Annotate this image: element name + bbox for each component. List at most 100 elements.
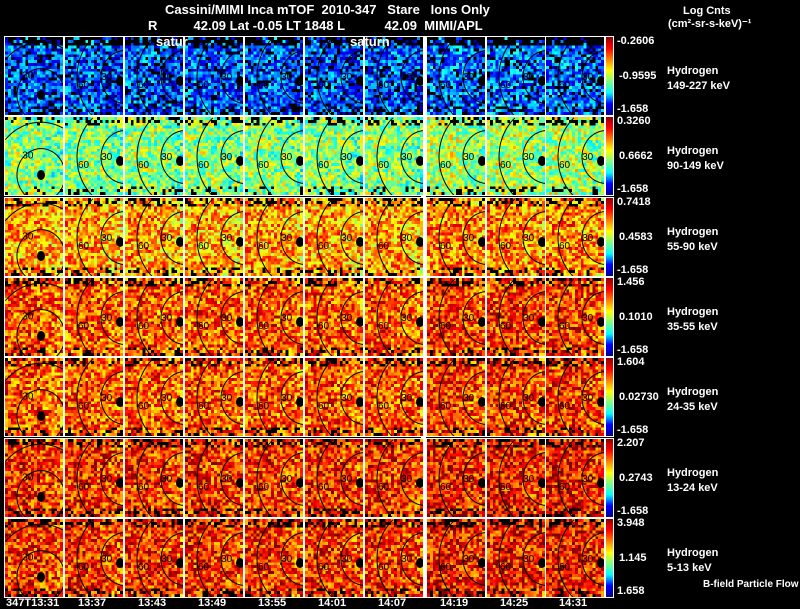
contour-line	[462, 371, 485, 426]
saturn-disk-icon	[478, 397, 485, 408]
contour-label: 30	[22, 311, 34, 322]
contour-line	[400, 371, 423, 426]
saturn-disk-icon	[538, 557, 545, 568]
contour-line	[498, 519, 516, 597]
contour-label: 60	[440, 160, 452, 171]
contour-line	[280, 371, 303, 426]
contour-line	[16, 308, 63, 356]
contour-label: 30	[101, 473, 113, 484]
image-panel: 30 60	[364, 196, 424, 277]
contour-line	[376, 278, 394, 356]
species-label: Hydrogen	[667, 65, 719, 77]
image-panel: 30	[4, 196, 64, 277]
contour-line	[196, 37, 214, 115]
contour-label: 60	[378, 321, 390, 332]
contour-line	[5, 202, 63, 221]
contour-line	[256, 519, 274, 597]
saturn-disk-icon	[37, 250, 45, 261]
image-panel: 30 60	[124, 36, 184, 116]
colorbar	[605, 196, 614, 277]
contour-label: 30	[401, 152, 413, 163]
heatmap-cells	[365, 37, 423, 115]
contour-line	[316, 438, 334, 517]
saturn-disk-icon	[597, 76, 604, 86]
saturn-disk-icon	[296, 76, 303, 86]
image-panel: 30 60	[244, 36, 304, 116]
contour-line	[76, 198, 94, 276]
saturn-disk-icon	[116, 397, 123, 408]
contour-label: 60	[440, 482, 452, 493]
contour-line	[557, 117, 575, 196]
saturn-disk-icon	[416, 557, 423, 568]
contour-line	[340, 210, 363, 265]
contour-line	[100, 130, 123, 185]
image-panel: 30 60	[364, 276, 424, 357]
saturn-disk-icon	[597, 156, 604, 167]
colorbar-cmax-label: 1.604	[617, 356, 645, 369]
contour-label: 60	[138, 160, 150, 171]
contour-line	[136, 278, 154, 356]
contour-line	[5, 523, 63, 542]
saturn-disk-icon	[236, 156, 243, 167]
image-panel: 30 60	[364, 357, 424, 438]
contour-line	[196, 117, 214, 196]
contour-label: 30	[401, 72, 413, 83]
contour-line	[340, 371, 363, 426]
image-panel: 30 60	[426, 517, 486, 598]
contour-label: 30	[101, 554, 113, 565]
image-panel: 30 60	[124, 116, 184, 197]
contour-label: 60	[258, 160, 270, 171]
contour-label: 30	[281, 473, 293, 484]
contour-label: 60	[258, 321, 270, 332]
image-panel: 30 60	[426, 36, 486, 116]
contour-line	[438, 358, 456, 437]
contour-line	[5, 41, 63, 61]
heatmap-cells	[305, 518, 363, 597]
image-panel: 30 60	[426, 276, 486, 357]
heatmap-cells	[245, 37, 303, 115]
contour-label: 30	[221, 232, 233, 243]
contour-label: 60	[258, 562, 270, 573]
heatmap-cells	[185, 518, 243, 597]
contour-label: 30	[101, 72, 113, 83]
contour-label: 60	[318, 562, 330, 573]
contour-label: 60	[258, 80, 270, 91]
saturn-disk-icon	[296, 557, 303, 568]
contour-line	[5, 443, 63, 462]
contour-line	[400, 531, 423, 586]
image-panel: 30 60	[244, 116, 304, 197]
contour-label: 30	[523, 313, 535, 324]
heatmap-cells	[305, 117, 363, 196]
saturn-disk-icon	[236, 557, 243, 568]
image-panel: 30 60	[364, 36, 424, 116]
image-panel: 30	[4, 517, 64, 598]
units-line-1: Log Cnts	[683, 5, 731, 17]
heatmap-cells	[125, 37, 183, 115]
colorbar-cmax-label: 2.207	[617, 436, 645, 449]
contour-line	[55, 104, 63, 115]
heatmap-cells	[305, 277, 363, 356]
contour-line	[100, 371, 123, 426]
heatmap-cells	[5, 518, 63, 597]
time-tick-label: 13:49	[198, 597, 227, 609]
image-panel: 30 60	[124, 517, 184, 598]
image-panel: 30 60	[486, 196, 546, 277]
saturn-disk-icon	[296, 156, 303, 167]
contour-label: 60	[500, 401, 512, 412]
heatmap-cells	[125, 438, 183, 517]
contour-line	[55, 585, 63, 597]
contour-label: 30	[221, 554, 233, 565]
heatmap-cells	[245, 277, 303, 356]
colorbar-cmin-label: -1.658	[617, 183, 649, 196]
heatmap-cells	[185, 277, 243, 356]
species-label: Hydrogen	[667, 546, 719, 559]
contour-label: 30	[341, 393, 353, 404]
image-panel: 30 60	[426, 196, 486, 277]
contour-label: 60	[258, 482, 270, 493]
image-panel: 30 60	[184, 437, 244, 518]
saturn-disk-icon	[597, 477, 604, 488]
contour-label: 30	[22, 392, 34, 403]
contour-label: 60	[440, 321, 452, 332]
contour-label: 30	[401, 554, 413, 565]
